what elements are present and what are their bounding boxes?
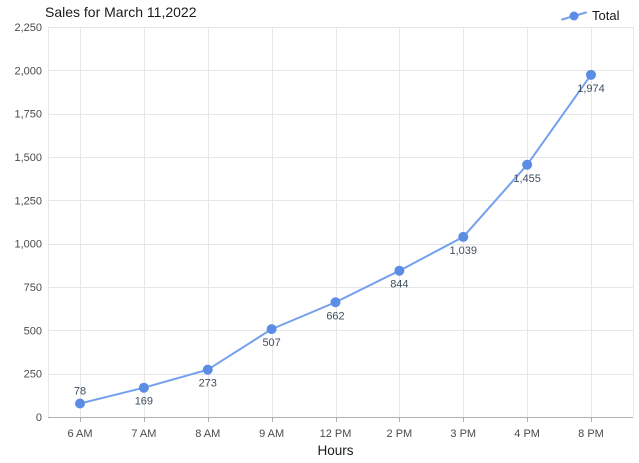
data-point-6-am[interactable] xyxy=(75,398,85,409)
y-tick-label: 1,000 xyxy=(14,239,42,251)
data-label: 662 xyxy=(326,310,344,322)
data-label: 844 xyxy=(390,279,408,291)
y-tick-label: 0 xyxy=(36,412,42,424)
x-tick-label-6-am: 6 AM xyxy=(67,428,92,440)
x-tick-label-7-am: 7 AM xyxy=(131,428,156,440)
x-tick-label-2-pm: 2 PM xyxy=(387,428,413,440)
chart-title: Sales for March 11,2022 xyxy=(45,4,197,20)
legend-marker-icon xyxy=(561,11,587,21)
x-axis-title: Hours xyxy=(317,443,353,458)
y-tick-label: 2,250 xyxy=(14,22,42,34)
data-label: 169 xyxy=(135,396,153,408)
legend-item-total[interactable]: Total xyxy=(560,7,619,24)
x-tick-label-4-pm: 4 PM xyxy=(514,428,540,440)
data-point-9-am[interactable] xyxy=(266,324,277,335)
y-tick-label: 1,750 xyxy=(14,109,42,121)
data-point-4-pm[interactable] xyxy=(522,159,533,170)
data-point-2-pm[interactable] xyxy=(394,265,405,276)
x-tick-label-3-pm: 3 PM xyxy=(450,428,476,440)
x-tick-label-8-pm: 8 PM xyxy=(578,428,604,440)
data-point-3-pm[interactable] xyxy=(458,231,469,242)
data-label: 78 xyxy=(74,385,86,397)
data-label: 1,974 xyxy=(577,83,605,95)
data-point-8-am[interactable] xyxy=(202,364,213,375)
data-label: 1,455 xyxy=(513,173,541,185)
x-tick-label-8-am: 8 AM xyxy=(195,428,220,440)
data-label: 273 xyxy=(199,378,217,390)
y-tick-label: 1,250 xyxy=(14,195,42,207)
y-tick-label: 2,000 xyxy=(14,65,42,77)
y-tick-label: 1,500 xyxy=(14,152,42,164)
y-tick-label: 750 xyxy=(24,282,42,294)
data-point-12-pm[interactable] xyxy=(330,297,341,308)
x-tick-label-9-am: 9 AM xyxy=(259,428,284,440)
data-label: 1,039 xyxy=(449,245,477,257)
y-tick-label: 250 xyxy=(24,369,42,381)
y-tick-label: 500 xyxy=(24,325,42,337)
data-point-8-pm[interactable] xyxy=(586,69,596,80)
data-point-7-am[interactable] xyxy=(138,382,149,393)
series-line-total xyxy=(79,73,592,405)
legend-label: Total xyxy=(592,8,620,23)
x-tick-label-12-pm: 12 PM xyxy=(320,428,352,440)
data-label: 507 xyxy=(262,337,280,349)
